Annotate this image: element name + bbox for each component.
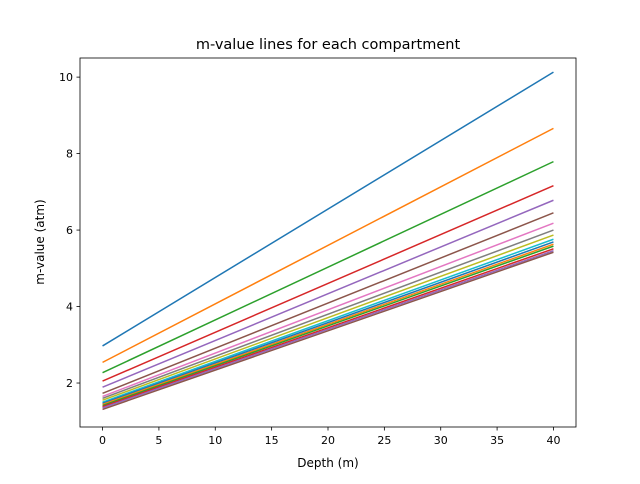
y-tick-label: 4 xyxy=(66,301,73,314)
x-tick-label: 30 xyxy=(434,434,448,447)
x-axis-label: Depth (m) xyxy=(297,456,358,470)
chart-title: m-value lines for each compartment xyxy=(196,37,461,53)
x-tick-label: 10 xyxy=(208,434,222,447)
series-line-4 xyxy=(102,185,554,382)
x-tick-label: 25 xyxy=(377,434,391,447)
x-tick-label: 35 xyxy=(490,434,504,447)
series-line-2 xyxy=(102,127,554,364)
y-tick-label: 2 xyxy=(66,377,73,390)
x-tick-label: 5 xyxy=(155,434,162,447)
series-line-15 xyxy=(102,250,554,409)
y-axis: 2 4 6 8 10 xyxy=(59,71,80,390)
x-tick-label: 15 xyxy=(265,434,279,447)
x-tick-label: 40 xyxy=(546,434,560,447)
series-line-3 xyxy=(102,160,554,374)
series-lines xyxy=(102,71,554,411)
series-line-10 xyxy=(102,238,554,403)
series-line-5 xyxy=(102,199,554,388)
series-line-13 xyxy=(102,245,554,407)
series-line-9 xyxy=(102,234,554,401)
x-tick-label: 20 xyxy=(321,434,335,447)
y-tick-label: 8 xyxy=(66,148,73,161)
x-axis: 0 5 10 15 20 25 30 35 40 xyxy=(99,427,560,447)
series-line-16 xyxy=(102,251,554,411)
series-line-7 xyxy=(102,222,554,398)
series-line-1 xyxy=(102,71,554,347)
y-tick-label: 10 xyxy=(59,71,73,84)
series-line-14 xyxy=(102,248,554,408)
series-line-11 xyxy=(102,241,554,404)
series-line-8 xyxy=(102,229,554,400)
y-axis-label: m-value (atm) xyxy=(33,199,47,284)
y-tick-label: 6 xyxy=(66,224,73,237)
series-line-6 xyxy=(102,212,554,395)
x-tick-label: 0 xyxy=(99,434,106,447)
series-line-12 xyxy=(102,243,554,406)
